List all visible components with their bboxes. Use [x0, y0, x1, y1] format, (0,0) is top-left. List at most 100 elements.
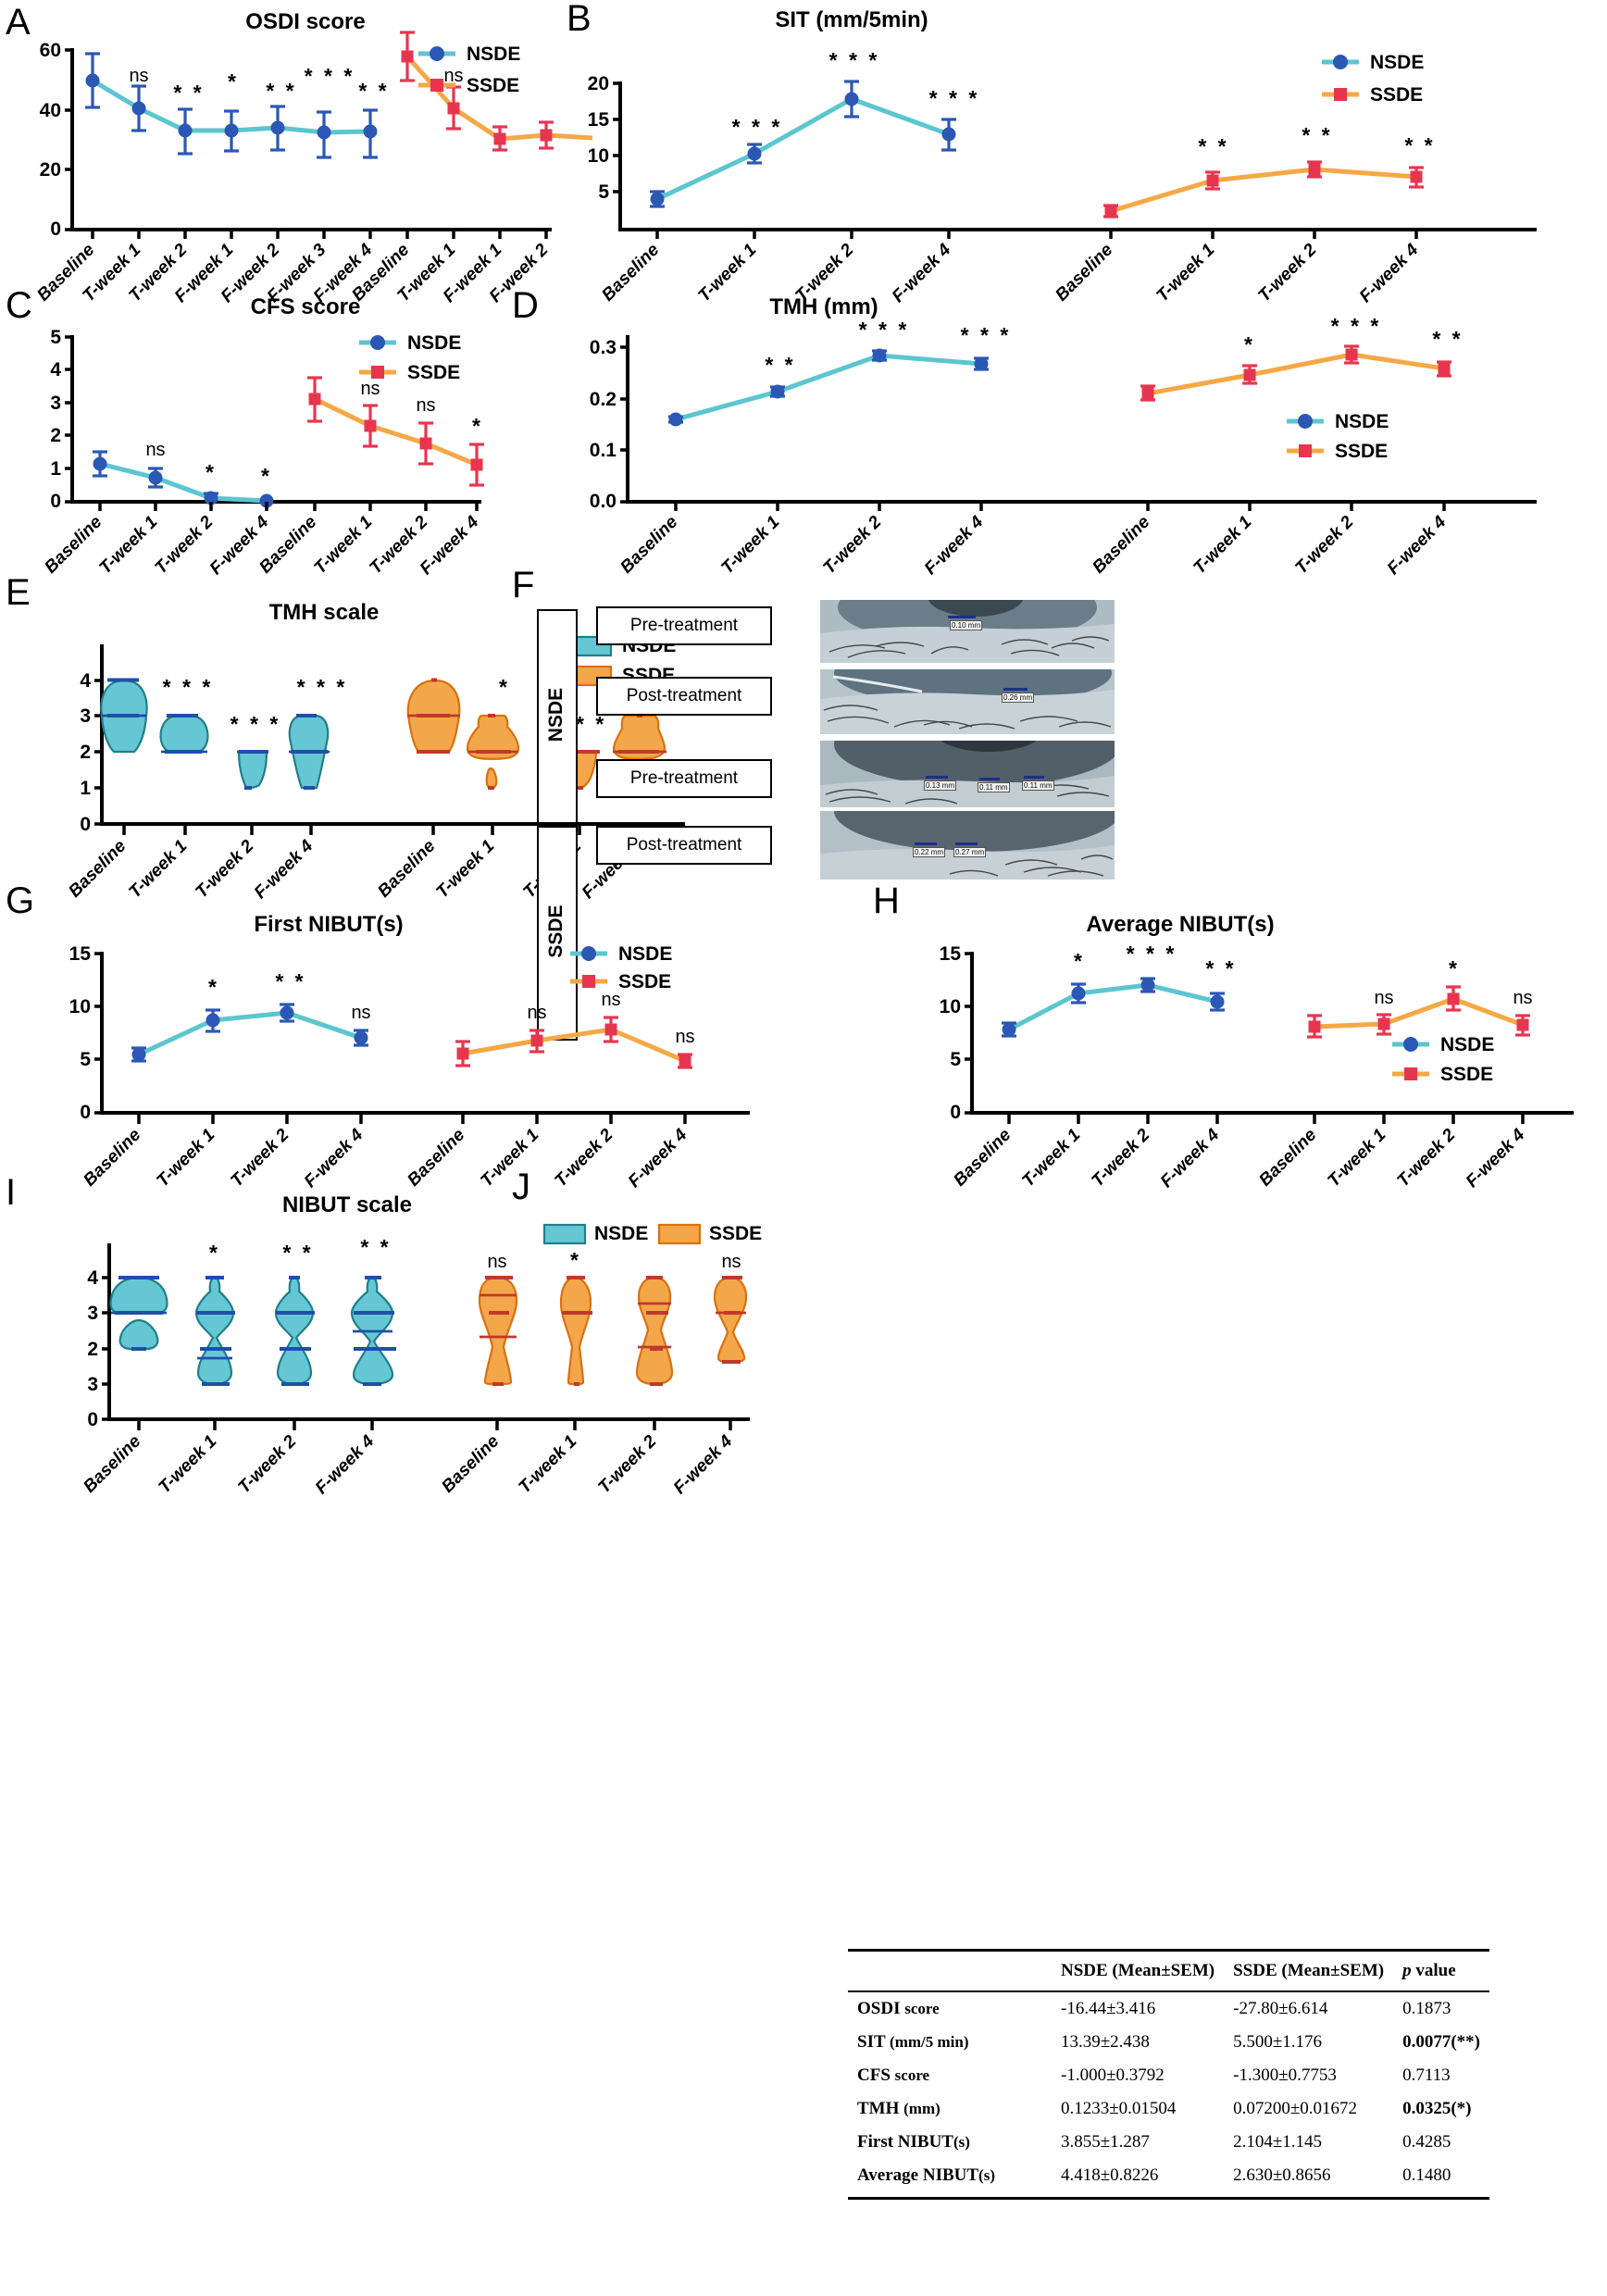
legend-label-nsde-d: NSDE	[1335, 411, 1389, 432]
svg-text:1: 1	[50, 458, 61, 480]
panel-g-title: First NIBUT(s)	[254, 912, 404, 937]
svg-text:15: 15	[588, 109, 610, 131]
panel-f-eye-image-0	[820, 600, 1115, 663]
svg-text:T-week 1: T-week 1	[155, 1432, 220, 1498]
panel-b-title: SIT (mm/5min)	[775, 7, 928, 32]
panel-b-y-ticks: 20 15 10 5	[588, 73, 620, 203]
legend-label-nsde-g: NSDE	[618, 943, 672, 965]
svg-text:0: 0	[50, 491, 61, 512]
table-cell-nsde-2: -1.000±0.3792	[1061, 2065, 1165, 2085]
svg-text:Baseline: Baseline	[438, 1431, 503, 1496]
svg-text:T-week 2: T-week 2	[1254, 240, 1320, 306]
svg-text:T-week 1: T-week 1	[717, 513, 783, 579]
svg-text:5: 5	[50, 327, 61, 348]
svg-text:3: 3	[50, 393, 61, 414]
svg-text:F-week 4: F-week 4	[625, 1125, 691, 1192]
panel-label-g: G	[6, 880, 35, 921]
svg-text:1: 1	[80, 778, 91, 799]
svg-text:4: 4	[50, 359, 61, 381]
svg-text:10: 10	[69, 996, 91, 1017]
svg-text:F-week 4: F-week 4	[251, 836, 318, 903]
panel-label-d: D	[512, 285, 539, 326]
svg-text:ns: ns	[360, 379, 380, 399]
svg-text:T-week 2: T-week 2	[819, 512, 885, 578]
table-col-pvalue: p value	[1393, 1949, 1489, 1992]
panel-label-c: C	[6, 285, 32, 326]
panel-f-group-bracket-ssde	[537, 826, 578, 1041]
svg-text:2: 2	[87, 1339, 98, 1360]
svg-text:0: 0	[950, 1102, 961, 1123]
svg-text:* *: * *	[1198, 134, 1228, 158]
panel-label-e: E	[6, 572, 31, 613]
panel-c-x-labels: Baseline T-week 1 T-week 2 F-week 4 Base…	[41, 512, 482, 579]
svg-text:ns: ns	[487, 1252, 506, 1272]
svg-text:T-week 2: T-week 2	[1393, 1125, 1459, 1191]
panel-i-x-ticks	[137, 1419, 732, 1430]
svg-text:* *: * *	[266, 79, 296, 103]
panel-f-measure-bar-3a	[915, 842, 937, 845]
table-row: OSDI score -16.44±3.416 -27.80±6.614 0.1…	[848, 1991, 1489, 2026]
svg-text:T-week 1: T-week 1	[125, 837, 191, 903]
panel-d-y-ticks: 0.3 0.2 0.1 0.0	[590, 337, 628, 512]
svg-text:60: 60	[40, 40, 61, 61]
svg-text:4: 4	[80, 670, 91, 692]
table-cell-nsde-1: 13.39±2.438	[1061, 2032, 1150, 2052]
svg-text:3: 3	[87, 1303, 98, 1324]
table-cell-nsde-5: 4.418±0.8226	[1052, 2159, 1225, 2200]
panel-a-plot: 60 40 20 0	[0, 31, 593, 306]
table-cell-p-4: 0.4285	[1402, 2132, 1451, 2152]
svg-text:*: *	[1074, 949, 1085, 973]
svg-text:* *: * *	[173, 81, 204, 105]
svg-text:ns: ns	[416, 395, 435, 416]
legend-label-ssde-h: SSDE	[1440, 1064, 1493, 1085]
panel-b-plot: 20 15 10 5 * * * * * * *	[555, 37, 1607, 306]
svg-text:ns: ns	[527, 1003, 546, 1023]
svg-text:0.3: 0.3	[590, 337, 617, 358]
svg-text:*: *	[206, 460, 217, 484]
svg-text:Baseline: Baseline	[374, 836, 439, 901]
svg-text:*: *	[228, 69, 239, 94]
panel-b-legend: NSDE SSDE	[1322, 52, 1424, 106]
panel-c-x-ticks	[98, 502, 479, 511]
table-cell-metric-3: TMH (mm)	[857, 2099, 941, 2118]
svg-text:* *: * *	[358, 79, 389, 103]
table-cell-metric-5: Average NIBUT(s)	[848, 2159, 1052, 2200]
panel-a-y-ticks: 60 40 20 0	[40, 40, 72, 240]
legend-label-ssde-d: SSDE	[1335, 441, 1388, 462]
panel-d-title: TMH (mm)	[769, 294, 878, 319]
svg-text:2: 2	[80, 742, 91, 763]
svg-text:T-week 2: T-week 2	[594, 1431, 660, 1497]
table-cell-ssde-0: -27.80±6.614	[1233, 1999, 1328, 2018]
panel-f-eye-image-1	[820, 669, 1115, 734]
svg-text:*: *	[1449, 956, 1460, 980]
panel-g-x-labels: Baseline T-week 1 T-week 2 F-week 4 Base…	[80, 1125, 691, 1192]
panel-c-title: CFS score	[250, 294, 361, 319]
panel-i-violin-medians-ssde	[480, 1293, 746, 1349]
panel-label-i: I	[6, 1172, 17, 1213]
svg-text:ns: ns	[129, 66, 148, 86]
panel-g-x-ticks	[137, 1113, 687, 1124]
panel-i-plot: 4 3 2 3 0	[0, 1223, 815, 1498]
panel-i-x-labels: Baseline T-week 1 T-week 2 F-week 4 Base…	[80, 1431, 736, 1498]
panel-f-row-label-0: Pre-treatment	[596, 606, 772, 645]
svg-text:15: 15	[940, 943, 962, 965]
svg-text:2: 2	[50, 425, 61, 446]
table-cell-nsde-0: -16.44±3.416	[1061, 1999, 1156, 2018]
panel-h-series-ssde	[1307, 985, 1530, 1039]
table-cell-nsde-3: 0.1233±0.01504	[1061, 2099, 1177, 2118]
svg-text:F-week 4: F-week 4	[921, 512, 988, 579]
panel-e-violin-points-nsde	[107, 678, 328, 790]
svg-text:Baseline: Baseline	[617, 512, 681, 577]
table-row: CFS score -1.000±0.3792 -1.300±0.7753 0.…	[848, 2059, 1489, 2092]
svg-text:F-week 4: F-week 4	[312, 1431, 379, 1498]
svg-text:3: 3	[80, 705, 91, 727]
svg-text:20: 20	[40, 159, 61, 181]
panel-d-series-ssde	[1140, 344, 1451, 402]
svg-text:T-week 1: T-week 1	[515, 1432, 580, 1498]
panel-b-series-ssde	[1103, 160, 1424, 218]
svg-text:* * *: * * *	[305, 64, 355, 88]
panel-f-measure-bar-2b	[979, 778, 1000, 780]
panel-i-annotations: * * * * * ns * ns	[209, 1235, 741, 1272]
legend-label-nsde-c: NSDE	[407, 332, 461, 354]
panel-f-measure-tag-3-1: 0.27 mm	[953, 847, 987, 858]
